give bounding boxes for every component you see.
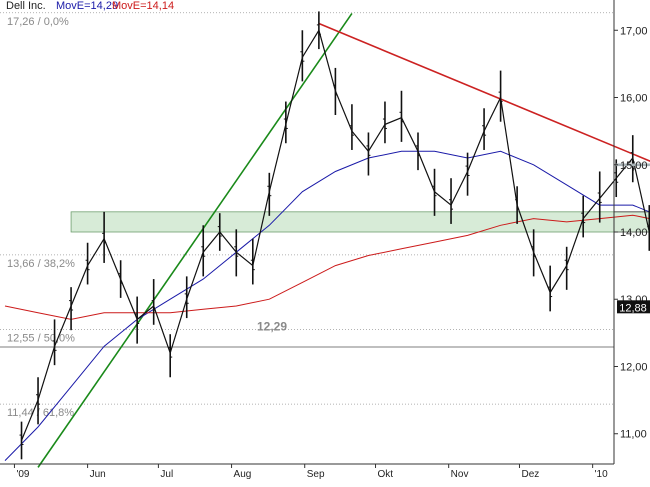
y-tick-label-1: 16,00 [620, 93, 648, 105]
y-tick-label-5: 12,00 [620, 361, 648, 373]
price-annotation: 12,29 [257, 320, 287, 334]
y-tick-label-3: 14,00 [620, 227, 648, 239]
legend-item-ma-1: MovE=14,29 [56, 0, 118, 12]
price-layer [19, 11, 650, 460]
last-price-marker: 12,88 [617, 300, 650, 314]
chart-title: Dell Inc. [6, 0, 46, 12]
x-tick-label-4: Sep [307, 469, 325, 480]
price-line [20, 28, 650, 441]
projections-layer [616, 163, 650, 167]
moving-averages-layer [4, 150, 650, 461]
fib-label-1: 13,66 / 38,2% [7, 258, 75, 270]
fib-label-0: 17,26 / 0,0% [7, 16, 69, 28]
legend-item-ma-2: MovE=14,14 [112, 0, 174, 12]
x-tick-label-5: Okt [378, 469, 394, 480]
fib-label-2: 12,55 / 50,0% [7, 333, 75, 345]
y-tick-label-0: 17,00 [620, 25, 648, 37]
projection-bullish-scenario [616, 163, 650, 167]
support-zone [70, 211, 650, 233]
x-tick-label-3: Aug [234, 469, 252, 480]
x-tick-label-0: '09 [16, 469, 29, 480]
y-tick-label-6: 11,00 [620, 429, 647, 441]
last-price-box [617, 300, 650, 314]
x-tick-label-7: Dez [521, 469, 539, 480]
x-tick-label-8: '10 [595, 469, 608, 480]
trendlines-layer [37, 12, 650, 468]
ma-line-1 [4, 150, 650, 461]
x-tick-label-2: Jul [160, 469, 173, 480]
legend: Dell Inc. MovE=14,29 MovE=14,14 [6, 0, 174, 12]
fib-label-3: 11,44 / 61,8% [7, 407, 74, 419]
ma-line-2 [4, 214, 650, 320]
last-price-label: 12,88 [619, 302, 647, 314]
x-tick-label-6: Nov [451, 469, 469, 480]
trendline-downtrend [318, 22, 650, 162]
fibonacci-levels-layer: 17,26 / 0,0% 13,66 / 38,2% 12,55 / 50,0% 11… [0, 12, 614, 419]
support-zone-layer [70, 211, 650, 233]
trendline-uptrend [37, 12, 353, 468]
x-tick-label-1: Jun [90, 469, 106, 480]
y-tick-label-2: 15,00 [620, 160, 648, 172]
